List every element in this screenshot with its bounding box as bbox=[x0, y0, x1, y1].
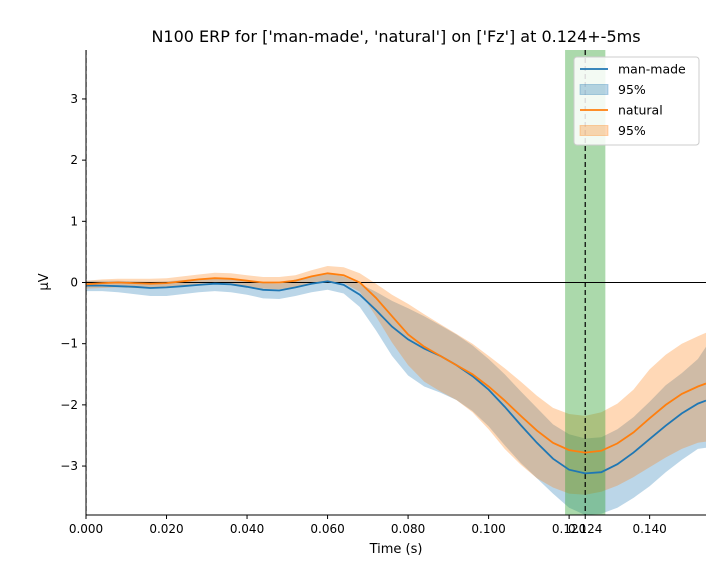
y-tick-label: 0 bbox=[70, 276, 78, 290]
y-tick-label: 3 bbox=[70, 92, 78, 106]
y-tick-label: −2 bbox=[60, 398, 78, 412]
x-tick-label: 0.140 bbox=[632, 522, 666, 536]
x-tick-label: 0.124 bbox=[568, 522, 602, 536]
legend-label: man-made bbox=[618, 62, 686, 77]
x-axis-label: Time (s) bbox=[369, 542, 423, 557]
x-tick-label: 0.100 bbox=[471, 522, 505, 536]
y-tick-label: −3 bbox=[60, 459, 78, 473]
plot-content bbox=[86, 50, 706, 515]
legend-band-swatch bbox=[579, 84, 609, 95]
ci-band-man-made bbox=[86, 273, 706, 515]
chart-title: N100 ERP for ['man-made', 'natural'] on … bbox=[151, 27, 640, 46]
axes: 0.000 0.020 0.040 0.060 0.080 0.100 0.1200.124… bbox=[60, 50, 706, 536]
x-tick-label: 0.040 bbox=[230, 522, 264, 536]
legend-label: 95% bbox=[618, 82, 646, 97]
x-tick-label: 0.020 bbox=[149, 522, 183, 536]
series-line-natural bbox=[86, 272, 706, 454]
legend: man-made 95% natural 95% bbox=[573, 56, 700, 146]
y-axis-label: µV bbox=[37, 273, 52, 290]
x-tick-label: 0.120 bbox=[552, 522, 586, 536]
y-tick-label: 1 bbox=[70, 214, 78, 228]
series-line-man-made bbox=[86, 280, 706, 475]
plot-area bbox=[86, 50, 706, 515]
x-tick-label: 0.000 bbox=[69, 522, 103, 536]
legend-label: natural bbox=[618, 103, 663, 118]
ci-band-natural bbox=[86, 266, 706, 495]
legend-band-swatch bbox=[579, 125, 609, 136]
y-tick-label: −1 bbox=[60, 337, 78, 351]
y-tick-label: 2 bbox=[70, 153, 78, 167]
legend-label: 95% bbox=[618, 123, 646, 138]
x-tick-label: 0.060 bbox=[310, 522, 344, 536]
x-tick-label: 0.080 bbox=[391, 522, 425, 536]
legend-box bbox=[573, 56, 700, 146]
